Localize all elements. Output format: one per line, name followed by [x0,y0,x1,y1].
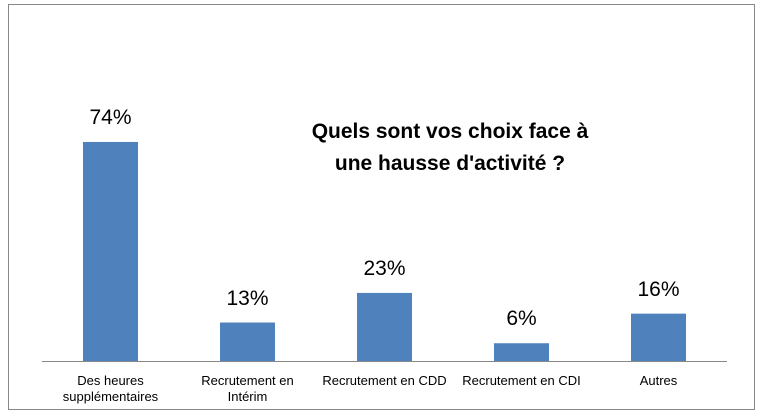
bar [357,292,412,361]
x-tick-label: Recrutement en Intérim [201,373,294,404]
bar [83,141,138,361]
x-tick-label: Recrutement en CDD [322,373,447,388]
x-tick-label: Des heures supplémentaires [62,373,159,404]
data-label: 74% [89,105,132,129]
bar [220,322,275,361]
chart-title: Quels sont vos choix face à une hausse d… [311,120,589,175]
data-label: 23% [363,256,406,280]
data-label: 16% [637,277,680,301]
data-label: 13% [226,286,269,310]
data-label: 6% [506,307,537,331]
x-tick-label: Recrutement en CDI [462,373,581,388]
bar [631,313,686,361]
x-tick-label: Autres [639,373,678,388]
bar [494,343,549,361]
